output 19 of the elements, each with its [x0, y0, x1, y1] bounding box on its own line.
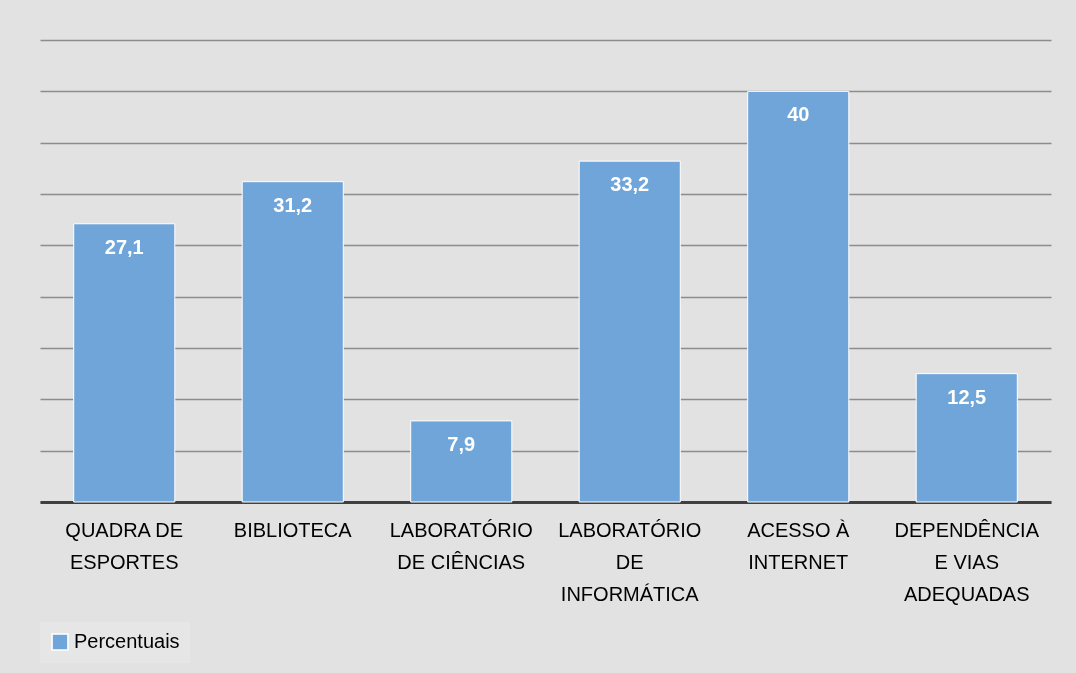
- data-label: 7,9: [447, 432, 476, 455]
- bar: [410, 420, 513, 503]
- bar: [73, 223, 176, 503]
- data-label: 33,2: [610, 173, 650, 196]
- bar: [241, 181, 344, 503]
- x-tick-label: DEPENDÊNCIA E VIAS ADEQUADAS: [894, 518, 1040, 605]
- legend-label: Percentuais: [74, 630, 180, 652]
- x-tick-label: BIBLIOTECA: [233, 518, 353, 541]
- bar: [578, 160, 681, 503]
- bar: [915, 373, 1018, 503]
- x-tick-label: LABORATÓRIO DE CIÊNCIAS: [389, 518, 533, 573]
- x-tick-label: ACESSO À INTERNET: [747, 518, 851, 573]
- bar: [747, 90, 850, 503]
- data-label: 31,2: [273, 193, 313, 216]
- data-label: 27,1: [104, 235, 144, 258]
- data-label: 12,5: [947, 385, 987, 408]
- x-tick-label: QUADRA DE ESPORTES: [65, 518, 184, 573]
- x-tick-label: LABORATÓRIO DE INFORMÁTICA: [558, 518, 702, 605]
- data-label: 40: [787, 103, 810, 126]
